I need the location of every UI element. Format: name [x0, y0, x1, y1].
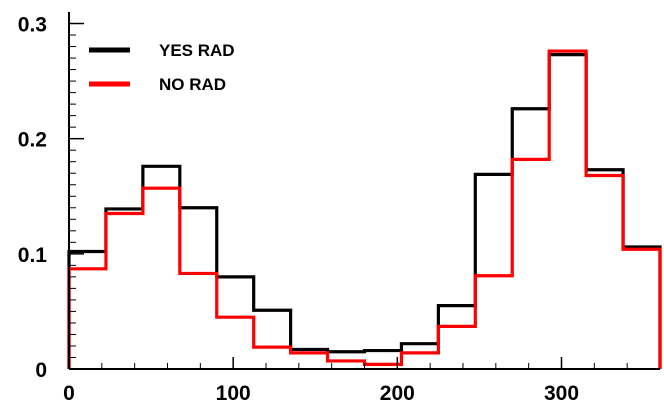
x-tick-label: 0 — [63, 382, 75, 405]
x-tick-label: 100 — [216, 382, 251, 405]
y-tick-label: 0.2 — [18, 129, 47, 152]
y-tick-label: 0.1 — [18, 244, 48, 267]
series-layer — [67, 49, 662, 369]
legend-label: NO RAD — [159, 75, 226, 94]
legend-label: YES RAD — [159, 41, 235, 60]
x-tick-label: 200 — [380, 382, 415, 405]
legend: YES RAD NO RAD — [89, 41, 235, 94]
y-tick-label: 0 — [35, 359, 47, 382]
series-line-yes-rad — [67, 53, 662, 369]
x-tick-label: 300 — [544, 382, 579, 405]
y-tick-label: 0.3 — [18, 14, 47, 37]
axes-layer — [68, 12, 660, 370]
series-line-no-rad — [67, 49, 662, 369]
ticks-layer: 0 100 200 300 0 0.1 0.2 0.3 — [18, 14, 628, 405]
